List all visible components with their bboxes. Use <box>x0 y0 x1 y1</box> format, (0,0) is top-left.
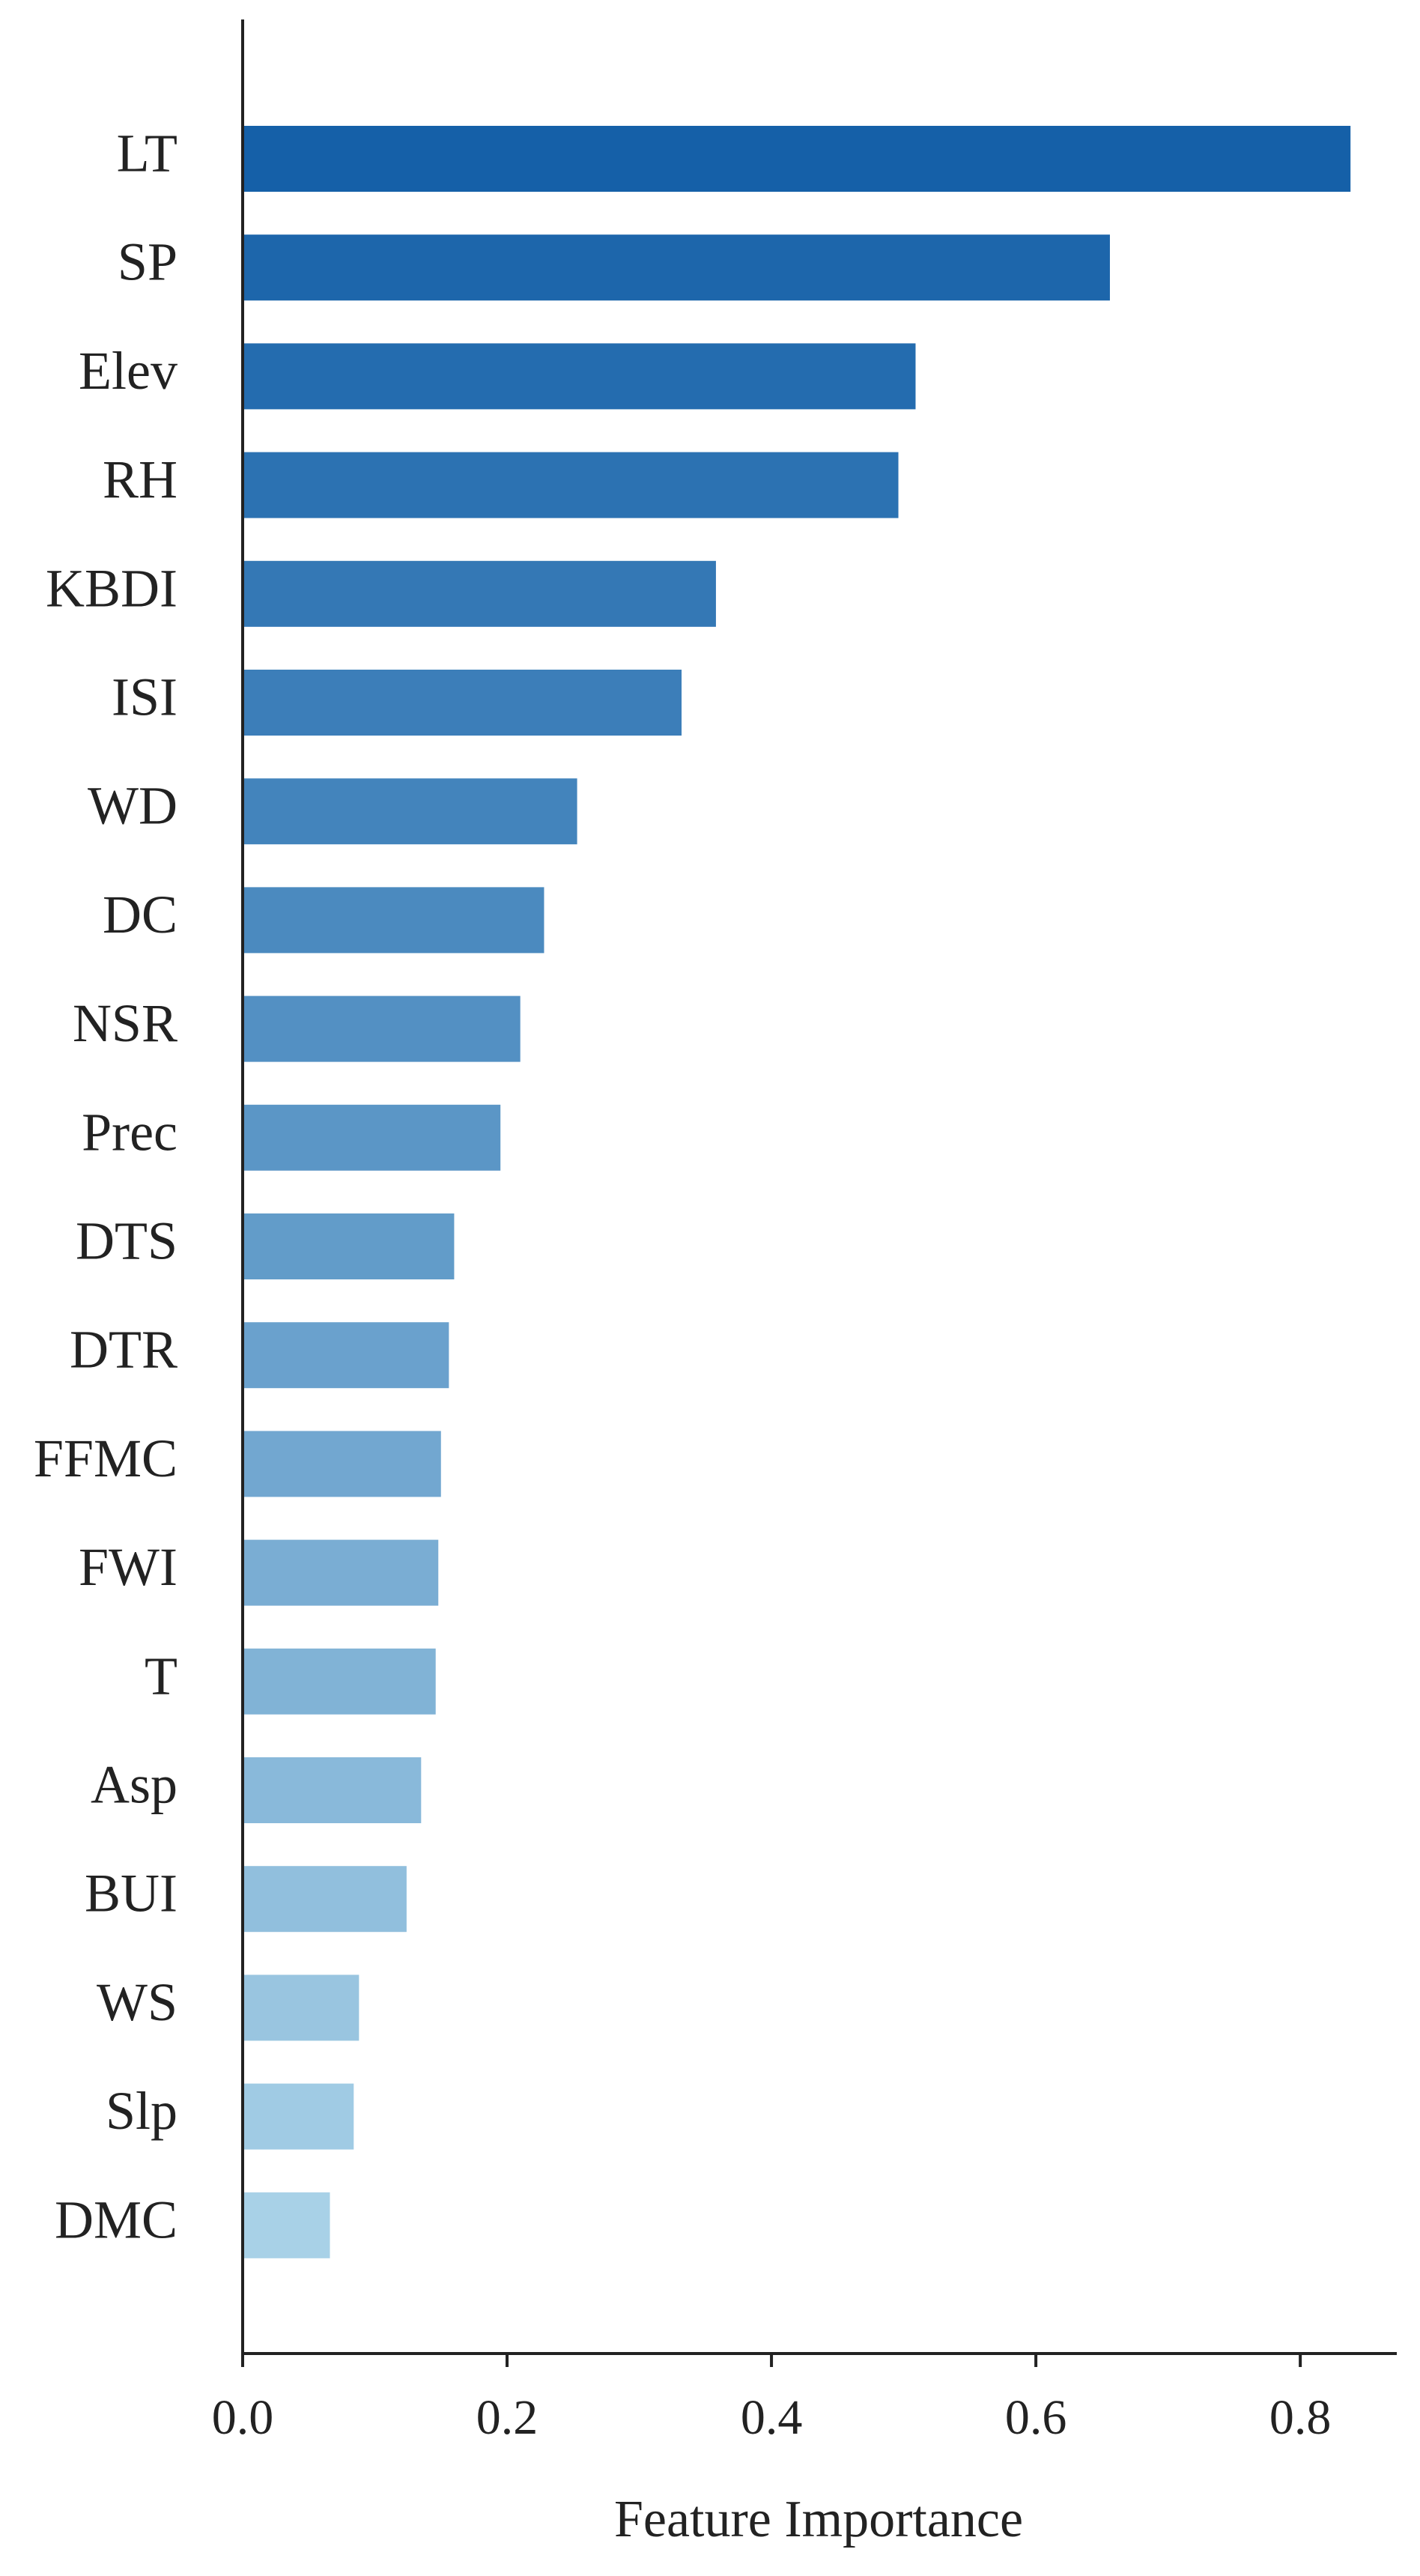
y-tick-label: Prec <box>82 1102 178 1162</box>
x-tick-label: 0.8 <box>1269 2390 1332 2445</box>
bar <box>243 778 577 845</box>
bar <box>243 1213 455 1279</box>
y-tick-label: Slp <box>106 2081 178 2141</box>
bar <box>243 1322 449 1389</box>
bar <box>243 887 544 954</box>
bar <box>243 995 521 1062</box>
y-tick-label: DTS <box>76 1211 178 1271</box>
bar <box>243 1648 436 1715</box>
y-tick-label: BUI <box>85 1864 178 1924</box>
y-tick-label: DC <box>103 885 178 945</box>
bar <box>243 1975 359 2041</box>
y-tick-label: NSR <box>73 993 178 1053</box>
bar <box>243 452 899 518</box>
y-tick-label: DMC <box>55 2189 178 2249</box>
bar <box>243 1757 422 1823</box>
x-tick-label: 0.2 <box>476 2390 538 2445</box>
bar <box>243 2083 354 2150</box>
y-tick-label: RH <box>103 449 178 509</box>
x-tick-label: 0.0 <box>212 2390 274 2445</box>
bar <box>243 1539 439 1606</box>
x-tick-label: 0.4 <box>741 2390 803 2445</box>
y-tick-label: KBDI <box>46 558 178 618</box>
y-tick-label: WD <box>88 776 178 836</box>
bar <box>243 1104 501 1171</box>
x-axis-title: Feature Importance <box>614 2491 1023 2548</box>
y-tick-label: T <box>145 1646 178 1706</box>
bar <box>243 670 682 736</box>
y-tick-label: FWI <box>79 1537 178 1597</box>
y-tick-label: ISI <box>112 667 178 727</box>
x-tick-label: 0.6 <box>1005 2390 1067 2445</box>
bar <box>243 234 1110 301</box>
y-tick-label: Asp <box>91 1755 178 1815</box>
bar <box>243 1431 441 1497</box>
y-tick-label: Elev <box>79 341 178 401</box>
bar <box>243 560 716 627</box>
bar <box>243 343 916 410</box>
y-tick-label: DTR <box>70 1320 178 1380</box>
bar <box>243 126 1351 192</box>
y-tick-label: LT <box>117 124 178 184</box>
bar <box>243 1866 407 1933</box>
y-tick-label: SP <box>118 232 178 292</box>
y-tick-label: FFMC <box>34 1428 178 1488</box>
bar <box>243 2192 330 2258</box>
y-tick-label: WS <box>97 1972 178 2032</box>
